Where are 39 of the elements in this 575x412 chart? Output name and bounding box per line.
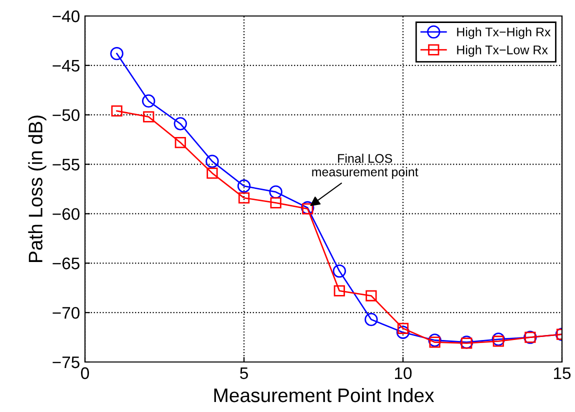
- point: [206, 154, 219, 168]
- point: [332, 264, 346, 278]
- point: [206, 168, 218, 179]
- point: [396, 326, 410, 339]
- legend-label: High Tx−High Rx: [457, 27, 551, 39]
- point: [492, 336, 504, 347]
- point: [364, 312, 378, 326]
- point: [269, 185, 282, 199]
- y-tick-label: −75: [52, 356, 80, 368]
- y-tick-label: −70: [52, 306, 80, 319]
- x-tick-label: 5: [240, 367, 248, 380]
- x-axis-title: Measurement Point Index: [214, 388, 434, 402]
- point: [237, 179, 251, 193]
- point: [270, 197, 282, 208]
- legend-label: High Tx−Low Rx: [457, 45, 548, 57]
- point: [142, 94, 156, 108]
- point: [143, 111, 154, 122]
- point: [428, 334, 442, 347]
- y-axis-title: Path Loss (in dB): [28, 116, 46, 262]
- point: [334, 285, 345, 296]
- point: [429, 336, 440, 348]
- y-tick-label: −55: [52, 158, 80, 170]
- x-tick-label: 0: [81, 367, 89, 380]
- y-tick-label: −40: [52, 10, 80, 22]
- x-tick-label: 10: [395, 367, 412, 380]
- annotation: Final LOS measurement point: [312, 154, 418, 179]
- point: [111, 105, 122, 116]
- point: [174, 117, 187, 130]
- y-tick-label: −45: [52, 60, 80, 72]
- point: [492, 332, 505, 346]
- point: [174, 136, 186, 148]
- point: [238, 192, 250, 204]
- y-tick-label: −65: [52, 258, 80, 270]
- point: [366, 290, 377, 302]
- y-tick-label: −60: [52, 208, 80, 220]
- point: [397, 322, 409, 334]
- point: [110, 46, 124, 60]
- x-tick-label: 15: [554, 367, 571, 380]
- y-tick-label: −50: [52, 109, 80, 122]
